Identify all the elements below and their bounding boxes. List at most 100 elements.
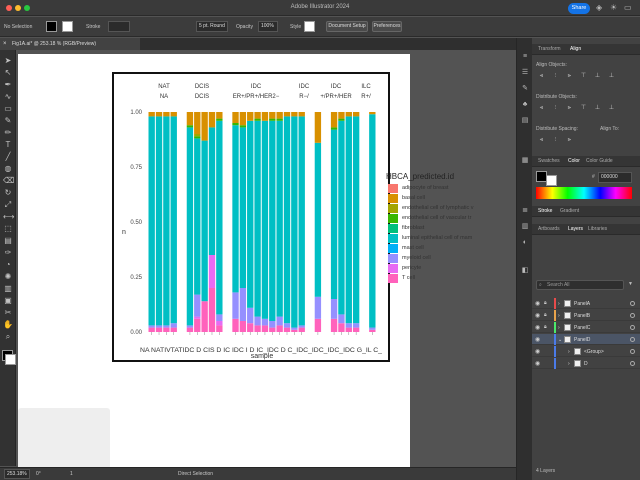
gradient-icon[interactable]: ▥	[521, 223, 529, 230]
minimize-window-button[interactable]	[15, 5, 21, 11]
rotation-value[interactable]: 0°	[36, 471, 41, 477]
layers-icon[interactable]: ◧	[521, 267, 529, 274]
tab-color[interactable]: Color	[568, 158, 580, 164]
target-icon[interactable]	[630, 337, 635, 342]
free-transform-tool-icon[interactable]: ⬚	[4, 224, 12, 233]
share-button[interactable]: Share	[568, 3, 590, 14]
shape-builder-tool-icon[interactable]: ◍	[4, 164, 12, 173]
artboard-tool-icon[interactable]: ▣	[4, 296, 12, 305]
spacing-button-2[interactable]: ⫶	[554, 137, 557, 143]
symbol-sprayer-tool-icon[interactable]: ✺	[4, 272, 12, 281]
symbols-icon[interactable]: ♣	[522, 101, 528, 108]
swatches-icon[interactable]: ▦	[521, 157, 529, 164]
hand-tool-icon[interactable]: ✋	[3, 320, 13, 329]
transparency-icon[interactable]: ◐	[522, 239, 528, 246]
chart-frame[interactable]: 0.00 0.25 0.50 0.75 1.00 n sample NA NATIVTATID…	[112, 72, 390, 362]
tab-align[interactable]: Align	[570, 46, 582, 52]
tab-swatches[interactable]: Swatches	[538, 158, 560, 164]
properties-icon[interactable]: ≡	[522, 53, 528, 60]
target-icon[interactable]	[630, 325, 635, 330]
curvature-tool-icon[interactable]: ∿	[4, 92, 12, 101]
align-button-2[interactable]: ⫶	[554, 73, 557, 79]
workspace-icon[interactable]: ▭	[624, 3, 632, 12]
chevron-icon[interactable]: ›	[558, 313, 560, 319]
gradient-tool-icon[interactable]: ▤	[4, 236, 12, 245]
layer-row[interactable]: ◉ › <Group>	[532, 346, 640, 357]
visibility-icon[interactable]: ◉	[535, 349, 541, 355]
layers-search-input[interactable]: ⌕ Search All	[536, 280, 624, 290]
visibility-icon[interactable]: ◉	[535, 325, 541, 331]
tab-color-guide[interactable]: Color Guide	[586, 158, 613, 164]
layer-row[interactable]: ◉ 🔒︎ › PanelA	[532, 298, 640, 309]
pen-tool-icon[interactable]: ✒	[4, 80, 12, 89]
distribute-button-3[interactable]: ⫸	[567, 105, 572, 111]
graphic-styles-icon[interactable]: ▤	[521, 117, 529, 124]
opacity-field[interactable]: 100%	[258, 21, 278, 32]
brush-definition[interactable]: 5 pt. Round	[196, 21, 228, 32]
distribute-button-5[interactable]: ⊥	[594, 105, 601, 111]
target-icon[interactable]	[630, 301, 635, 306]
align-button-3[interactable]: ⫸	[567, 73, 572, 79]
artboard-navigator[interactable]: 1	[70, 471, 73, 477]
visibility-icon[interactable]: ◉	[535, 361, 541, 367]
align-button-5[interactable]: ⊥	[594, 73, 601, 79]
scale-tool-icon[interactable]: ⤢	[4, 200, 12, 209]
spacing-button-1[interactable]: ⫷	[539, 137, 544, 143]
tab-libraries[interactable]: Libraries	[588, 226, 608, 232]
layer-row[interactable]: ◉ ⌄ PanelD	[532, 334, 640, 345]
distribute-button-4[interactable]: ⊤	[580, 105, 587, 111]
chevron-icon[interactable]: ›	[558, 325, 560, 331]
graphic-style-swatch[interactable]	[304, 21, 315, 32]
blend-tool-icon[interactable]: ◔	[5, 260, 11, 269]
toolbar-stroke-swatch[interactable]	[5, 354, 16, 365]
visibility-icon[interactable]: ◉	[535, 337, 541, 343]
align-button-6[interactable]: ⊥	[608, 73, 615, 79]
artboard[interactable]: 0.00 0.25 0.50 0.75 1.00 n sample NA NATIVTATID…	[18, 54, 474, 469]
close-window-button[interactable]	[6, 5, 12, 11]
document-tab[interactable]: × Fig1A.ai* @ 253.18 % (RGB/Preview)	[0, 38, 140, 50]
document-setup-button[interactable]: Document Setup	[326, 21, 368, 32]
fill-swatch[interactable]	[46, 21, 57, 32]
zoom-tool-icon[interactable]: ⌕	[5, 332, 11, 341]
eraser-tool-icon[interactable]: ⌫	[3, 176, 15, 185]
preferences-button[interactable]: Preferences	[372, 21, 402, 32]
lock-icon[interactable]: 🔒︎	[544, 324, 547, 330]
chevron-icon[interactable]: ›	[568, 361, 570, 367]
pencil-tool-icon[interactable]: ✏	[4, 128, 12, 137]
line-tool-icon[interactable]: ╱	[5, 152, 11, 161]
color-spectrum[interactable]	[536, 187, 632, 199]
distribute-button-6[interactable]: ⊥	[608, 105, 615, 111]
lock-icon[interactable]: 🔒︎	[544, 312, 547, 318]
rotate-tool-icon[interactable]: ↻	[4, 188, 12, 197]
stroke-weight-field[interactable]	[108, 21, 130, 32]
type-tool-icon[interactable]: T	[5, 140, 11, 149]
chevron-icon[interactable]: ›	[558, 301, 560, 307]
rectangle-tool-icon[interactable]: ▭	[4, 104, 12, 113]
chevron-icon[interactable]: ⌄	[558, 337, 563, 343]
slice-tool-icon[interactable]: ✂	[4, 308, 12, 317]
visibility-icon[interactable]: ◉	[535, 301, 541, 307]
layer-row[interactable]: ◉ 🔒︎ › PanelB	[532, 310, 640, 321]
tab-layers[interactable]: Layers	[568, 226, 584, 232]
spacing-button-3[interactable]: ⫸	[567, 137, 572, 143]
chevron-icon[interactable]: ›	[568, 349, 570, 355]
stroke-icon[interactable]: ≣	[522, 207, 528, 214]
lock-icon[interactable]: 🔒︎	[544, 300, 547, 306]
brushes-icon[interactable]: ✎	[522, 85, 528, 92]
layer-row[interactable]: ◉ › D	[532, 358, 640, 369]
color-stroke-swatch[interactable]	[546, 175, 557, 186]
zoom-window-button[interactable]	[24, 5, 30, 11]
distribute-button-2[interactable]: ⫶	[554, 105, 557, 111]
align-button-4[interactable]: ⊤	[580, 73, 587, 79]
target-icon[interactable]	[630, 361, 635, 366]
filter-icon[interactable]: ▼	[628, 281, 633, 287]
libraries-icon[interactable]: ☰	[521, 69, 529, 76]
tab-transform[interactable]: Transform	[538, 46, 561, 52]
align-button-1[interactable]: ⫷	[539, 73, 544, 79]
visibility-icon[interactable]: ◉	[535, 313, 541, 319]
search-help-icon[interactable]: ◈	[596, 3, 603, 12]
tab-artboards[interactable]: Artboards	[538, 226, 560, 232]
target-icon[interactable]	[630, 349, 635, 354]
canvas[interactable]: 0.00 0.25 0.50 0.75 1.00 n sample NA NATIVTATID…	[16, 50, 516, 469]
eyedropper-tool-icon[interactable]: ✑	[4, 248, 12, 257]
